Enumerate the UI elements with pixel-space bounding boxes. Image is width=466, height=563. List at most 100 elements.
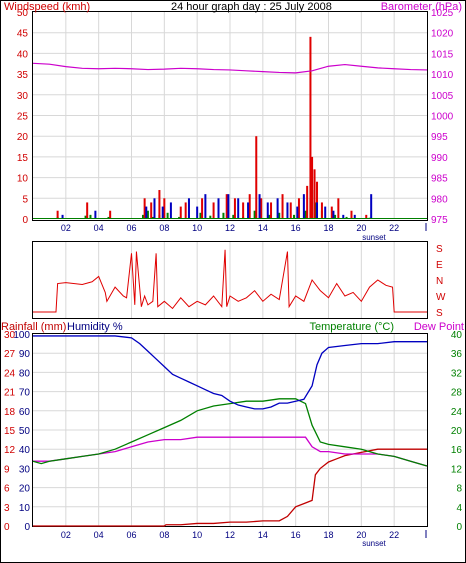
temp-tick-label: 24	[451, 407, 463, 418]
rainfall-label: Rainfall (mm)	[1, 321, 66, 333]
wind-speed-bar	[151, 216, 154, 219]
wind-average-bar	[94, 210, 97, 219]
rain-tick-label: 6	[4, 484, 10, 495]
wind-speed-bar	[278, 212, 281, 219]
grid-lines	[33, 12, 427, 526]
wind-gust-bar	[233, 198, 236, 219]
wind-tick-label: 20	[17, 132, 29, 143]
wind-gust-bar	[150, 202, 153, 219]
wind-speed-bar	[304, 210, 307, 219]
wind-speed-bar	[89, 214, 92, 219]
wind-gust-bar	[143, 198, 146, 219]
wind-gust-bar	[320, 202, 323, 219]
humidity-tick-label: 70	[19, 388, 31, 399]
wind-average-bar	[370, 194, 373, 219]
baro-tick-label: 980	[431, 194, 448, 205]
wind-speed-bar	[293, 214, 296, 219]
temp-tick-label: 32	[451, 368, 463, 379]
sunset-label-bottom: sunset	[362, 539, 386, 548]
hour-tick-label-bottom: 04	[94, 530, 104, 540]
wind-gust-bar	[225, 194, 228, 219]
wind-gust-bar	[365, 214, 368, 219]
temperature-label: Temperature (°C)	[310, 321, 394, 333]
wind-average-bar	[187, 198, 190, 219]
rain-tick-label: 30	[4, 330, 16, 341]
wind-average-bar	[161, 206, 164, 219]
wind-gust-bar	[248, 194, 251, 219]
wind-gust-bar	[56, 210, 59, 219]
tick-labels: 0510152025303540455097598098599099510001…	[4, 8, 462, 540]
wind-gust-bar	[297, 198, 300, 219]
wind-speed-bar	[232, 214, 235, 219]
rain-tick-label: 18	[4, 407, 16, 418]
wind-gust-bar	[311, 156, 314, 219]
wind-gust-bar	[179, 206, 182, 219]
rain-tick-label: 15	[4, 426, 16, 437]
barometer-series	[32, 62, 428, 74]
wind-average-bar	[316, 202, 319, 219]
wind-direction-series	[33, 249, 427, 313]
wind-average-bar	[266, 202, 269, 219]
temp-tick-label: 28	[451, 388, 463, 399]
sunset-label-top: sunset	[362, 233, 386, 242]
wind-speed-bar	[107, 216, 110, 219]
baro-tick-label: 1025	[431, 8, 454, 19]
wind-tick-label: 25	[17, 112, 29, 123]
chart-title: 24 hour graph day : 25 July 2008	[171, 1, 332, 13]
rain-tick-label: 27	[4, 349, 16, 360]
rain-tick-label: 24	[4, 368, 16, 379]
wind-average-bar	[258, 194, 261, 219]
humidity-tick-label: 90	[19, 349, 31, 360]
wind-average-bar	[342, 214, 345, 219]
wind-gust-bar	[86, 202, 89, 219]
wind-average-bar	[353, 214, 356, 219]
direction-tick-label: E	[436, 260, 443, 271]
baro-tick-label: 995	[431, 132, 448, 143]
wind-speed-bar	[166, 212, 169, 219]
wind-gust-bar	[242, 202, 245, 219]
hour-tick-label-top: 16	[291, 223, 301, 233]
humidity-series	[33, 335, 427, 410]
wind-gust-bar	[158, 190, 161, 219]
hour-tick-label-bottom: 10	[192, 530, 202, 540]
wind-speed-bar	[334, 214, 337, 219]
wind-gust-bar	[309, 36, 312, 220]
wind-gust-bar	[281, 194, 284, 219]
hour-tick-label-top: 02	[61, 223, 71, 233]
hour-tick-label-top: 20	[356, 223, 366, 233]
direction-tick-label: N	[436, 276, 443, 287]
baro-tick-label: 1000	[431, 112, 454, 123]
wind-average-bar	[237, 198, 240, 219]
panel-direction-frame	[32, 241, 428, 319]
temperature-series	[32, 398, 428, 467]
hour-tick-label-top: 14	[258, 223, 268, 233]
wind-gust-bar	[163, 198, 166, 219]
rain-tick-label: 12	[4, 445, 16, 456]
wind-gust-bar	[350, 210, 353, 219]
direction-line	[33, 249, 427, 313]
wind-tick-label: 10	[17, 174, 29, 185]
humidity-tick-label: 40	[19, 445, 31, 456]
wind-gust-bar	[255, 136, 258, 219]
temp-tick-label: 12	[451, 464, 463, 475]
hour-tick-label-bottom: 16	[291, 530, 301, 540]
wind-speed-bar	[141, 214, 144, 219]
wind-average-bar	[145, 206, 148, 219]
panel-wind-frame	[32, 11, 428, 221]
humidity-tick-label: 30	[19, 464, 31, 475]
wind-speed-bar	[345, 216, 348, 219]
wind-gust-bar	[212, 202, 215, 219]
wind-average-bar	[296, 206, 299, 219]
barometer-line	[32, 62, 428, 74]
humidity-tick-label: 10	[19, 503, 31, 514]
hour-tick-label-bottom: 22	[389, 530, 399, 540]
temp-tick-label: 8	[456, 484, 462, 495]
humidity-tick-label: 100	[13, 330, 30, 341]
rain-tick-label: 3	[4, 503, 10, 514]
wind-tick-label: 50	[17, 8, 29, 19]
wind-speed-bar	[146, 210, 149, 219]
hour-tick-label-bottom: 12	[225, 530, 235, 540]
rain-tick-label: 0	[4, 522, 10, 533]
wind-tick-label: 0	[22, 215, 28, 226]
